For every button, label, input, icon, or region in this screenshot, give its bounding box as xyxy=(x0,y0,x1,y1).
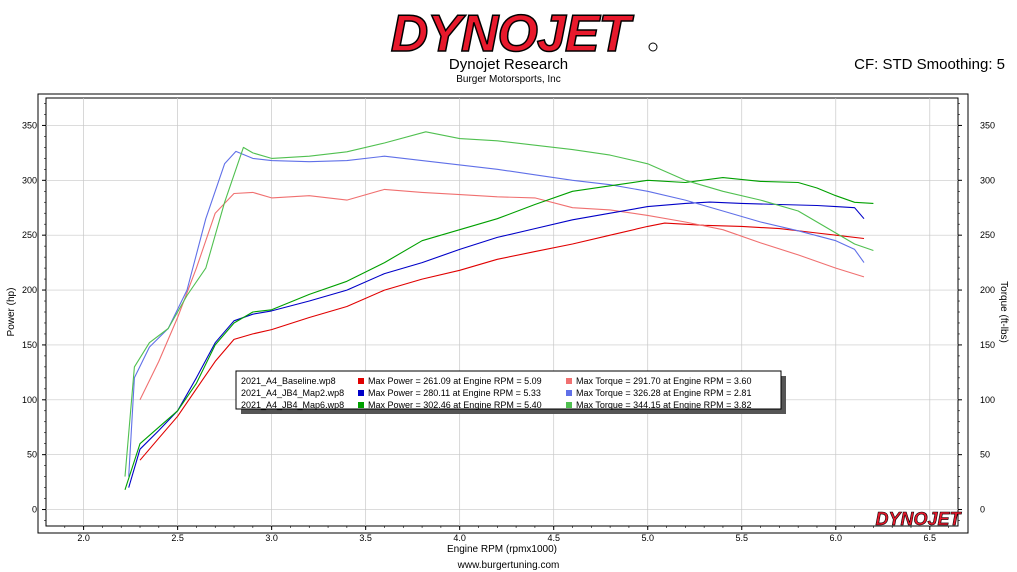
legend-power-swatch xyxy=(358,390,364,396)
x-tick-label: 4.0 xyxy=(453,533,466,543)
dynojet-watermark: DYNOJET xyxy=(875,509,962,529)
legend-max-torque: Max Torque = 344.15 at Engine RPM = 3.82 xyxy=(576,400,751,410)
legend-file-name: 2021_A4_JB4_Map2.wp8 xyxy=(241,388,344,398)
axis-ticks: 2.0 2.5 3.0 3.5 4.0 4.5 5.0 5.5 6.0 6.5 0 0 50 50 100 1… xyxy=(22,103,995,543)
legend-torque-swatch xyxy=(566,378,572,384)
company-name: Dynojet Research xyxy=(448,56,569,73)
series-line-power xyxy=(124,177,874,490)
legend-box xyxy=(235,370,782,410)
legend-file-name: 2021_A4_Baseline.wp8 xyxy=(241,376,336,386)
x-tick-label: 2.0 xyxy=(77,533,90,543)
x-tick-label: 3.0 xyxy=(265,533,278,543)
legend-power-swatch xyxy=(358,402,364,408)
x-tick-label: 6.5 xyxy=(924,533,937,543)
y-tick-label: 150 xyxy=(22,340,37,350)
correction-factor-label: CF: STD Smoothing: 5 xyxy=(854,56,1005,73)
series-line-torque xyxy=(139,188,865,401)
dynojet-logo: DYNOJET xyxy=(390,4,658,60)
y2-tick-label: 200 xyxy=(980,285,995,295)
footer-url: www.burgertuning.com xyxy=(457,560,560,571)
series-line-torque xyxy=(128,150,865,477)
x-tick-label: 5.5 xyxy=(735,533,748,543)
series-lines xyxy=(124,131,874,490)
legend-max-torque: Max Torque = 291.70 at Engine RPM = 3.60 xyxy=(576,376,751,386)
y-tick-label: 200 xyxy=(22,285,37,295)
y2-tick-label: 100 xyxy=(980,395,995,405)
legend-max-power: Max Power = 280.11 at Engine RPM = 5.33 xyxy=(368,388,541,398)
legend-max-power: Max Power = 302.46 at Engine RPM = 5.40 xyxy=(368,400,542,410)
y2-tick-label: 350 xyxy=(980,120,995,130)
x-tick-label: 4.5 xyxy=(547,533,560,543)
legend-power-swatch xyxy=(358,378,364,384)
y2-tick-label: 0 xyxy=(980,505,985,515)
legend-max-torque: Max Torque = 326.28 at Engine RPM = 2.81 xyxy=(576,388,751,398)
x-tick-label: 2.5 xyxy=(171,533,184,543)
y-tick-label: 50 xyxy=(27,450,37,460)
chart-plot-area xyxy=(45,97,959,527)
series-line-torque xyxy=(124,131,874,477)
y2-axis-title: Torque (ft-lbs) xyxy=(998,281,1009,343)
subcompany-name: Burger Motorsports, Inc xyxy=(456,74,561,85)
y2-tick-label: 50 xyxy=(980,450,990,460)
registered-mark-icon xyxy=(648,42,658,52)
legend-torque-swatch xyxy=(566,402,572,408)
x-tick-label: 6.0 xyxy=(830,533,843,543)
y2-tick-label: 150 xyxy=(980,340,995,350)
y-tick-label: 250 xyxy=(22,230,37,240)
y-tick-label: 100 xyxy=(22,395,37,405)
logo-text: DYNOJET xyxy=(391,5,635,60)
legend-torque-swatch xyxy=(566,390,572,396)
series-line-power xyxy=(139,222,865,461)
grid-lines xyxy=(46,98,958,526)
x-tick-label: 5.0 xyxy=(641,533,654,543)
y2-tick-label: 300 xyxy=(980,175,995,185)
y-tick-label: 350 xyxy=(22,120,37,130)
legend: 2021_A4_Baseline.wp8 Max Power = 261.09 a… xyxy=(235,370,786,414)
legend-max-power: Max Power = 261.09 at Engine RPM = 5.09 xyxy=(368,376,542,386)
x-axis-title: Engine RPM (rpmx1000) xyxy=(447,544,557,555)
y2-tick-label: 250 xyxy=(980,230,995,240)
y-axis-title: Power (hp) xyxy=(6,288,17,337)
y-tick-label: 300 xyxy=(22,175,37,185)
y-tick-label: 0 xyxy=(32,505,37,515)
x-tick-label: 3.5 xyxy=(359,533,372,543)
series-line-power xyxy=(128,201,865,488)
legend-file-name: 2021_A4_JB4_Map6.wp8 xyxy=(241,400,344,410)
